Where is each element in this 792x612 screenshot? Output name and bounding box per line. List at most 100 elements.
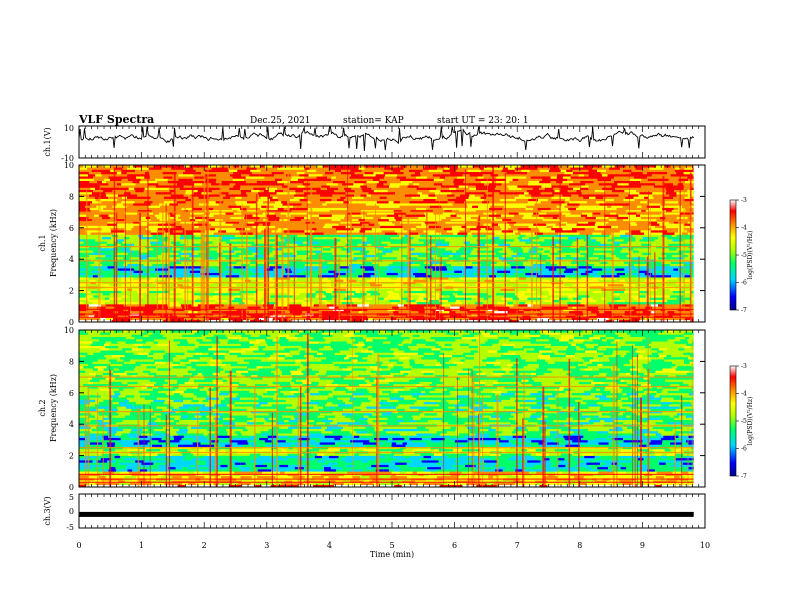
spectrogram-cell [85, 272, 99, 276]
spectrogram-cell [127, 263, 139, 267]
spectrogram-cell [145, 268, 156, 271]
spectrogram-cell [373, 239, 388, 242]
spectrogram-cell [177, 203, 189, 206]
spectrogram-cell [451, 225, 462, 229]
spectrogram-cell [652, 292, 665, 296]
spectrogram-cell [490, 315, 503, 318]
spectrogram-cell [293, 205, 303, 208]
spectrogram-cell [468, 268, 479, 271]
spectrogram-cell [407, 216, 419, 220]
spectrogram-cell [352, 261, 363, 264]
spectrogram-cell [480, 180, 486, 184]
spectrogram-cell [362, 261, 372, 264]
spectrogram-cell [639, 261, 649, 264]
spectrogram-cell [321, 252, 328, 256]
spectrogram-cell [396, 277, 410, 280]
spectrogram-cell [241, 263, 250, 267]
spectrogram-cell [204, 299, 216, 303]
spectrogram-cell [519, 301, 526, 305]
spectrogram-cell [394, 212, 406, 215]
spectrogram-cell [395, 191, 409, 195]
spectrogram-cell [122, 189, 136, 193]
spectrogram-cell [387, 304, 398, 307]
spectrogram-cell [228, 223, 233, 226]
spectrogram-cell [406, 165, 414, 168]
spectrogram-cell [79, 263, 84, 267]
spectrogram-cell [681, 165, 691, 168]
spectrogram-cell [525, 274, 537, 278]
spectrogram-cell [387, 239, 400, 242]
spectrogram-cell [665, 216, 677, 220]
spectrogram-cell [677, 185, 685, 188]
spectrogram-cell [237, 209, 242, 213]
spectrogram-cell [278, 256, 285, 260]
spectrogram-cell [353, 301, 364, 305]
spectrogram-cell [301, 236, 314, 240]
spectrogram-cell [441, 205, 454, 208]
spectrogram-cell [497, 290, 510, 294]
spectrogram-cell [156, 207, 164, 211]
spectrogram-cell [345, 180, 355, 184]
spectrogram-cell [455, 241, 464, 244]
spectrogram-cell [360, 265, 374, 269]
spectrogram-cell [619, 173, 634, 177]
spectrogram-cell [612, 288, 619, 291]
spectrogram-cell [153, 167, 162, 170]
spectrogram-cell [313, 236, 328, 240]
spectrogram-cell [367, 290, 378, 294]
spectrogram-cell [453, 268, 460, 271]
spectrogram-cell [667, 299, 677, 303]
spectrogram-cell [183, 297, 197, 300]
spectrogram-cell [689, 225, 694, 229]
spectrogram-cell [671, 252, 684, 256]
spectrogram-cell [689, 250, 694, 253]
spectrogram-cell [618, 221, 630, 224]
spectrogram-cell [304, 191, 316, 195]
spectrogram-cell [553, 194, 563, 197]
spectrogram-cell [460, 254, 467, 258]
spectrogram-cell [436, 187, 450, 190]
spectrogram-cell [218, 319, 226, 322]
spectrogram-cell [462, 173, 470, 177]
spectrogram-cell [162, 234, 167, 238]
spectrogram-cell [273, 268, 285, 271]
spectrogram-cell [246, 187, 254, 190]
spectrogram-cell [105, 185, 111, 188]
spectrogram-cell [351, 173, 357, 177]
spectrogram-cell [616, 207, 627, 211]
spectrogram-cell [88, 299, 103, 303]
spectrogram-cell [375, 299, 384, 303]
spectrogram-cell [441, 256, 449, 260]
spectrogram-cell [252, 232, 259, 235]
spectrogram-cell [117, 261, 125, 264]
spectrogram-cell [589, 203, 600, 206]
spectrogram-cell [685, 279, 692, 282]
spectrogram-cell [129, 247, 140, 251]
spectrogram-cell [204, 290, 214, 294]
spectrogram-cell [137, 290, 150, 294]
spectrogram-cell [657, 173, 671, 177]
spectrogram-cell [567, 301, 581, 305]
spectrogram-cell [504, 304, 514, 307]
spectrogram-cell [447, 194, 455, 197]
spectrogram-cell [79, 167, 88, 170]
spectrogram-cell [422, 169, 429, 173]
spectrogram-cell [629, 306, 636, 309]
spectrogram-cell [218, 198, 231, 202]
spectrogram-cell [633, 256, 641, 260]
spectrogram-cell [619, 241, 628, 244]
spectrogram-cell [256, 180, 262, 184]
spectrogram-cell [260, 196, 268, 199]
spectrogram-cell [159, 218, 170, 222]
spectrogram-cell [283, 169, 296, 173]
spectrogram-cell [367, 185, 377, 188]
spectrogram-cell [545, 185, 552, 188]
spectrogram-cell [562, 288, 574, 291]
spectrogram-cell [362, 223, 369, 226]
spectrogram-cell [471, 277, 481, 280]
spectrogram-cell [414, 306, 425, 309]
spectrogram-cell [121, 221, 134, 224]
spectrogram-cell [491, 218, 503, 222]
spectrogram-cell [218, 288, 229, 291]
spectrogram-cell [444, 167, 450, 170]
